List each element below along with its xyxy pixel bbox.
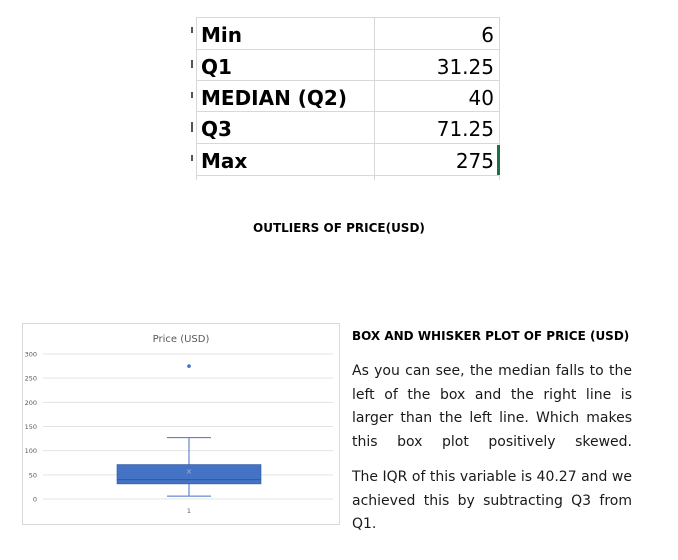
- boxplot-heading: BOX AND WHISKER PLOT OF PRICE (USD): [352, 329, 630, 343]
- stats-spreadsheet: Min 6 Q1 31.25 MEDIAN (Q2) 40 Q3 71.25 M…: [186, 17, 500, 180]
- stat-label-q1[interactable]: Q1: [201, 55, 232, 79]
- row-divider: [196, 80, 500, 81]
- iqr-paragraph: The IQR of this variable is 40.27 and we…: [352, 469, 632, 532]
- row-divider: [196, 111, 500, 112]
- box-plot-canvas: Price (USD) 0 50 100 150 200 250 300 1: [25, 334, 333, 515]
- stat-label-q3[interactable]: Q3: [201, 117, 232, 141]
- iqr-box: [116, 464, 262, 485]
- row-divider: [196, 49, 500, 50]
- y-tick-label: 300: [25, 351, 37, 359]
- outliers-heading: OUTLIERS OF PRICE(USD): [253, 221, 425, 235]
- y-tick-label: 150: [25, 423, 37, 431]
- stat-value-q3[interactable]: 71.25: [436, 117, 494, 141]
- row-divider: [196, 17, 500, 18]
- cell-edge-mark: [191, 60, 193, 68]
- outlier-point: [187, 364, 191, 368]
- stat-label-median[interactable]: MEDIAN (Q2): [201, 86, 347, 110]
- column-divider: [196, 17, 197, 180]
- y-tick-label: 250: [25, 375, 37, 383]
- x-category-label: 1: [187, 507, 191, 515]
- row-divider: [196, 143, 500, 144]
- y-tick-label: 50: [29, 471, 37, 479]
- mean-marker: [186, 469, 192, 474]
- cell-edge-mark: [191, 27, 193, 33]
- stat-label-max[interactable]: Max: [201, 149, 248, 173]
- stat-label-min[interactable]: Min: [201, 23, 242, 47]
- row-divider: [196, 175, 500, 176]
- price-box-plot[interactable]: Price (USD) 0 50 100 150 200 250 300 1: [22, 323, 340, 525]
- y-tick-label: 0: [33, 496, 37, 504]
- stat-value-median[interactable]: 40: [468, 86, 494, 110]
- cell-edge-mark: [191, 155, 193, 161]
- y-tick-label: 200: [25, 399, 37, 407]
- stat-value-max[interactable]: 275: [455, 149, 494, 173]
- column-divider: [499, 17, 500, 180]
- skew-paragraph: As you can see, the median falls to the …: [352, 363, 632, 450]
- active-cell-indicator: [497, 145, 500, 175]
- chart-title: Price (USD): [153, 334, 210, 345]
- cell-edge-mark: [191, 92, 193, 98]
- stat-value-min[interactable]: 6: [481, 23, 494, 47]
- y-tick-label: 100: [25, 447, 37, 455]
- cell-edge-mark: [191, 122, 193, 132]
- stat-value-q1[interactable]: 31.25: [436, 55, 494, 79]
- column-divider: [374, 17, 375, 180]
